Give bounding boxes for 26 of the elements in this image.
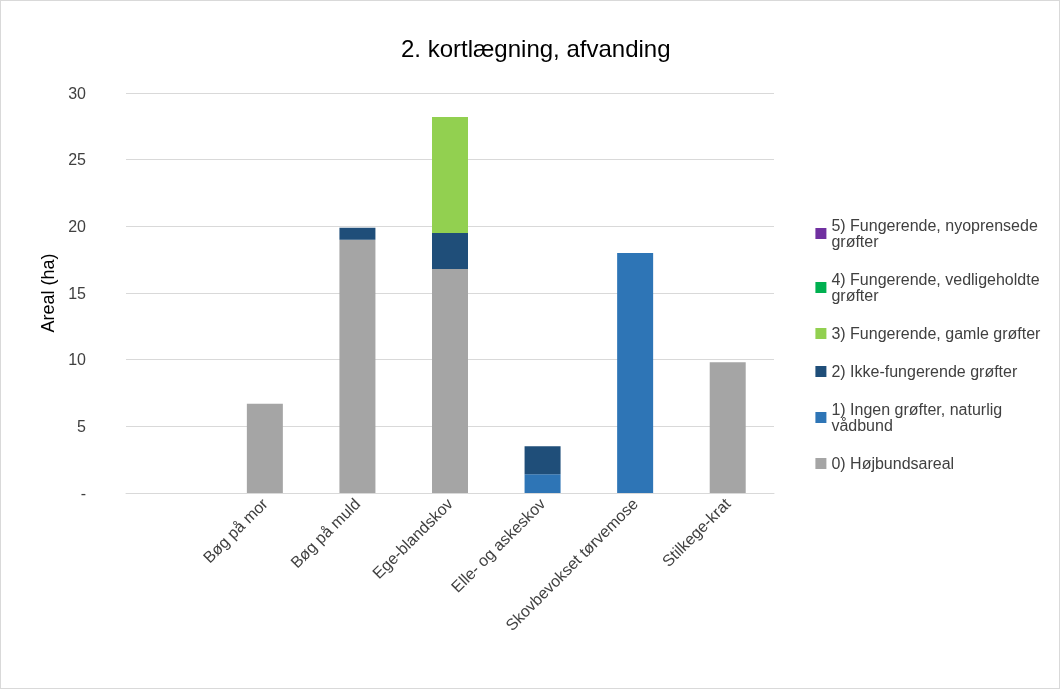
bar [246, 403, 283, 493]
legend-label: 2) Ikke-fungerende grøfter [831, 363, 1018, 380]
y-tick-label: 10 [68, 351, 87, 369]
legend-label: 0) Højbundsareal [831, 455, 955, 472]
legend-label: 1) Ingen grøfter, naturlig vådbund [831, 401, 1007, 434]
x-tick-label: Bøg på mor [199, 494, 272, 567]
y-tick-label: - [80, 484, 86, 502]
bar [709, 362, 746, 493]
legend-label: 3) Fungerende, gamle grøfter [831, 325, 1042, 342]
y-tick-label: 5 [77, 417, 87, 435]
chart-title: 2. kortlægning, afvanding [401, 34, 671, 62]
bar [432, 269, 468, 493]
y-tick-label: 15 [68, 284, 87, 302]
bar [339, 227, 376, 240]
legend-label: 5) Fungerende, nyoprensede grøfter [831, 217, 1043, 250]
bar [432, 117, 468, 233]
y-axis-title: Areal (ha) [38, 253, 59, 333]
bar [617, 253, 654, 493]
bar [524, 446, 561, 475]
bar [339, 239, 376, 493]
y-tick-label: 30 [68, 84, 87, 102]
bar [524, 474, 561, 493]
y-tick-label: 20 [68, 217, 87, 235]
legend-label: 4) Fungerende, vedligeholdte grøfter [831, 271, 1044, 304]
y-tick-label: 25 [68, 151, 87, 169]
bar [432, 233, 468, 269]
